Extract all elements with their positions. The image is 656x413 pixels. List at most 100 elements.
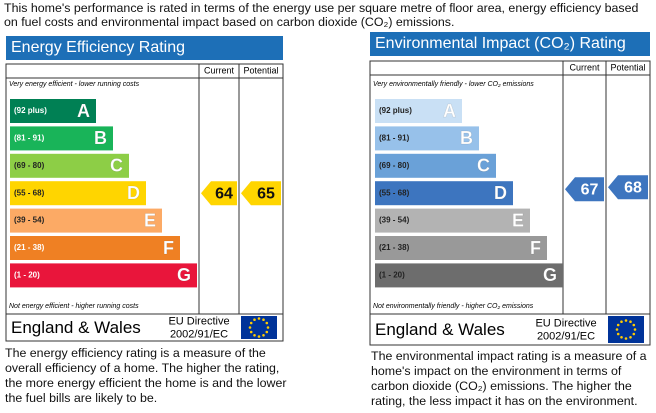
eu-flag [241, 316, 277, 339]
rating-band [10, 236, 180, 260]
rating-band [10, 208, 162, 233]
band-letter: B [94, 128, 107, 148]
flag-star [257, 335, 261, 338]
flag-star [632, 323, 636, 327]
rating-value: 65 [257, 185, 275, 202]
rating-band [10, 263, 197, 288]
band-letter: E [512, 210, 524, 230]
flag-star [633, 328, 637, 331]
band-range: (81 - 91) [379, 134, 410, 143]
band-range: (81 - 91) [14, 134, 45, 143]
flag-star [615, 328, 619, 331]
description: The energy efficiency rating is a measur… [5, 346, 287, 405]
region: England & Wales [375, 320, 505, 339]
band-letter: F [163, 238, 174, 258]
band-letter: G [177, 265, 191, 285]
rating-band [375, 208, 530, 233]
top-note: Very environmentally friendly - lower CO… [373, 81, 534, 88]
band-letter: B [460, 128, 473, 148]
flag-star [620, 320, 623, 324]
header-current: Current [569, 62, 600, 72]
title-bar [6, 36, 283, 60]
band-letter: A [77, 101, 90, 121]
band-letter: D [127, 183, 140, 203]
header-potential: Potential [610, 62, 645, 72]
rating-arrow [241, 181, 281, 206]
rating-band [10, 126, 113, 151]
directive: EU Directive [535, 317, 596, 329]
flag-star [257, 317, 261, 320]
band-range: (21 - 38) [379, 243, 410, 252]
panel-title: Energy Efficiency Rating [11, 39, 185, 56]
directive: 2002/91/EC [537, 330, 595, 342]
rating-band [375, 153, 496, 178]
rating-band [375, 181, 513, 206]
band-letter: D [494, 183, 507, 203]
band-letter: F [530, 238, 541, 258]
band-range: (69 - 80) [379, 161, 410, 170]
rating-band [375, 99, 462, 123]
flag-star [624, 319, 628, 322]
flag-star [262, 333, 265, 337]
band-range: (21 - 38) [14, 243, 45, 252]
panel-title: Environmental Impact (CO₂) Rating [375, 35, 626, 52]
rating-arrow [201, 181, 237, 206]
rating-arrow [608, 175, 648, 200]
band-letter: A [443, 101, 456, 121]
flag-star [616, 332, 620, 336]
directive: 2002/91/EC [170, 328, 228, 340]
footer-box [369, 313, 651, 346]
bottom-note: Not energy efficient - higher running co… [9, 303, 139, 310]
flag-star [249, 321, 253, 325]
flag-star [262, 318, 265, 322]
intro: This home's performance is rated in term… [4, 1, 639, 29]
flag-star [249, 330, 253, 334]
rating-band [375, 263, 563, 288]
flag-star [253, 333, 256, 337]
flag-star [253, 318, 256, 322]
band-range: (39 - 54) [14, 216, 45, 225]
band-letter: G [543, 265, 557, 285]
title-bar [370, 32, 650, 56]
band-range: (69 - 80) [14, 161, 45, 170]
flag-star [624, 337, 628, 340]
band-range: (92 plus) [14, 106, 47, 115]
band-range: (1 - 20) [14, 271, 40, 280]
flag-star [629, 320, 632, 324]
flag-star [620, 335, 623, 339]
band-letter: C [110, 156, 123, 176]
flag-star [616, 323, 620, 327]
description: The environmental impact rating is a mea… [371, 349, 647, 408]
flag-star [248, 326, 252, 329]
flag-star [266, 326, 270, 329]
header-potential: Potential [243, 65, 278, 75]
rating-band [375, 126, 479, 151]
rating-arrow [565, 177, 604, 202]
band-letter: E [144, 210, 156, 230]
band-letter: C [477, 156, 490, 176]
footer-box [5, 313, 284, 342]
rating-value: 67 [581, 181, 599, 198]
band-range: (55 - 68) [14, 188, 45, 197]
rating-band [10, 181, 146, 206]
bottom-note: Not environmentally friendly - higher CO… [373, 303, 534, 310]
region: England & Wales [11, 318, 141, 337]
header-current: Current [204, 65, 235, 75]
flag-star [629, 335, 632, 339]
band-range: (55 - 68) [379, 188, 410, 197]
rating-band [375, 236, 547, 260]
flag-star [265, 321, 269, 325]
rating-value: 64 [215, 185, 233, 202]
top-note: Very energy efficient - lower running co… [9, 81, 140, 88]
band-range: (92 plus) [379, 106, 412, 115]
flag-star [265, 330, 269, 334]
directive: EU Directive [168, 315, 229, 327]
band-range: (39 - 54) [379, 216, 410, 225]
band-range: (1 - 20) [379, 271, 405, 280]
flag-star [632, 332, 636, 336]
rating-value: 68 [624, 179, 642, 196]
rating-band [10, 153, 129, 178]
rating-band [10, 99, 96, 123]
